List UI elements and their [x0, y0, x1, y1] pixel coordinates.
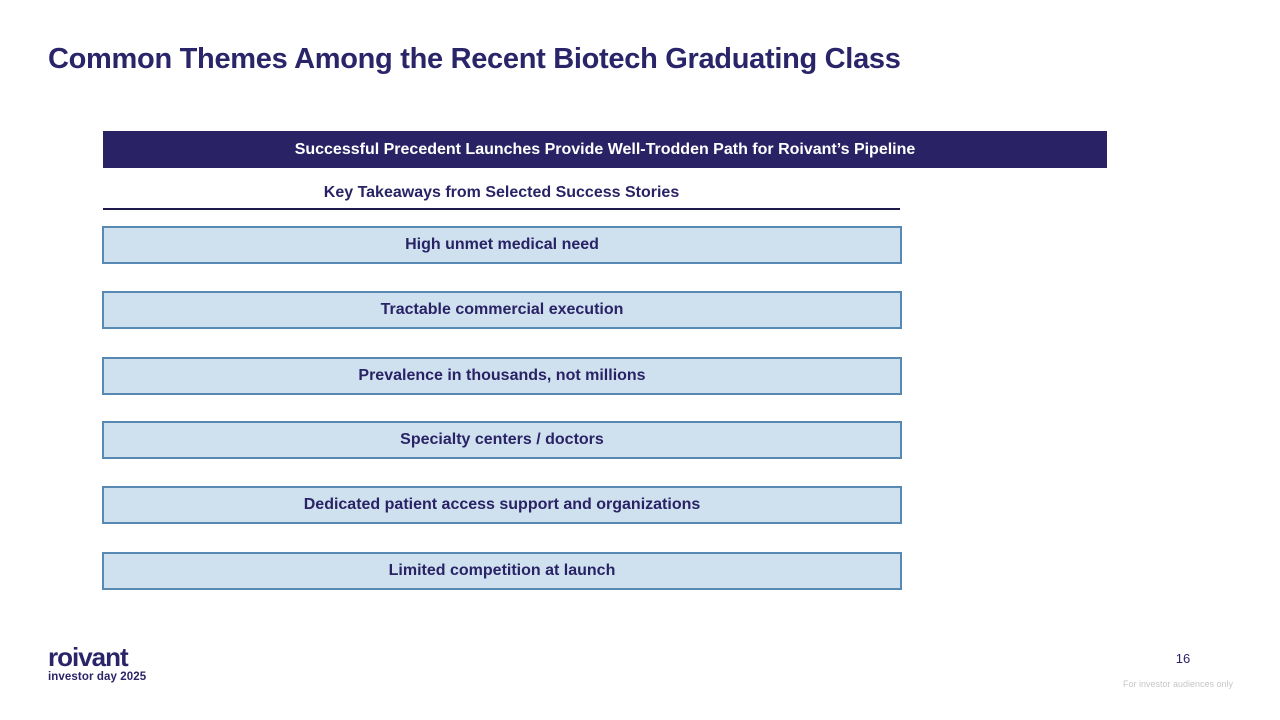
- slide-title: Common Themes Among the Recent Biotech G…: [48, 43, 901, 75]
- takeaway-box: Tractable commercial execution: [102, 291, 902, 329]
- roivant-logo-subtext: investor day 2025: [48, 671, 147, 683]
- page-number: 16: [1175, 651, 1191, 666]
- takeaway-box: Prevalence in thousands, not millions: [102, 357, 902, 395]
- takeaway-box: Limited competition at launch: [102, 552, 902, 590]
- takeaway-box: High unmet medical need: [102, 226, 902, 264]
- disclaimer-text: For investor audiences only: [1123, 679, 1234, 689]
- takeaway-box: Dedicated patient access support and org…: [102, 486, 902, 524]
- banner: Successful Precedent Launches Provide We…: [103, 131, 1107, 168]
- roivant-logo-wordmark: roivant: [48, 642, 129, 672]
- subheading: Key Takeaways from Selected Success Stor…: [323, 184, 680, 201]
- takeaway-box: Specialty centers / doctors: [102, 421, 902, 459]
- banner-text: Successful Precedent Launches Provide We…: [294, 140, 916, 158]
- subheading-underline: [103, 208, 900, 210]
- roivant-logo: roivant investor day 2025: [48, 644, 146, 683]
